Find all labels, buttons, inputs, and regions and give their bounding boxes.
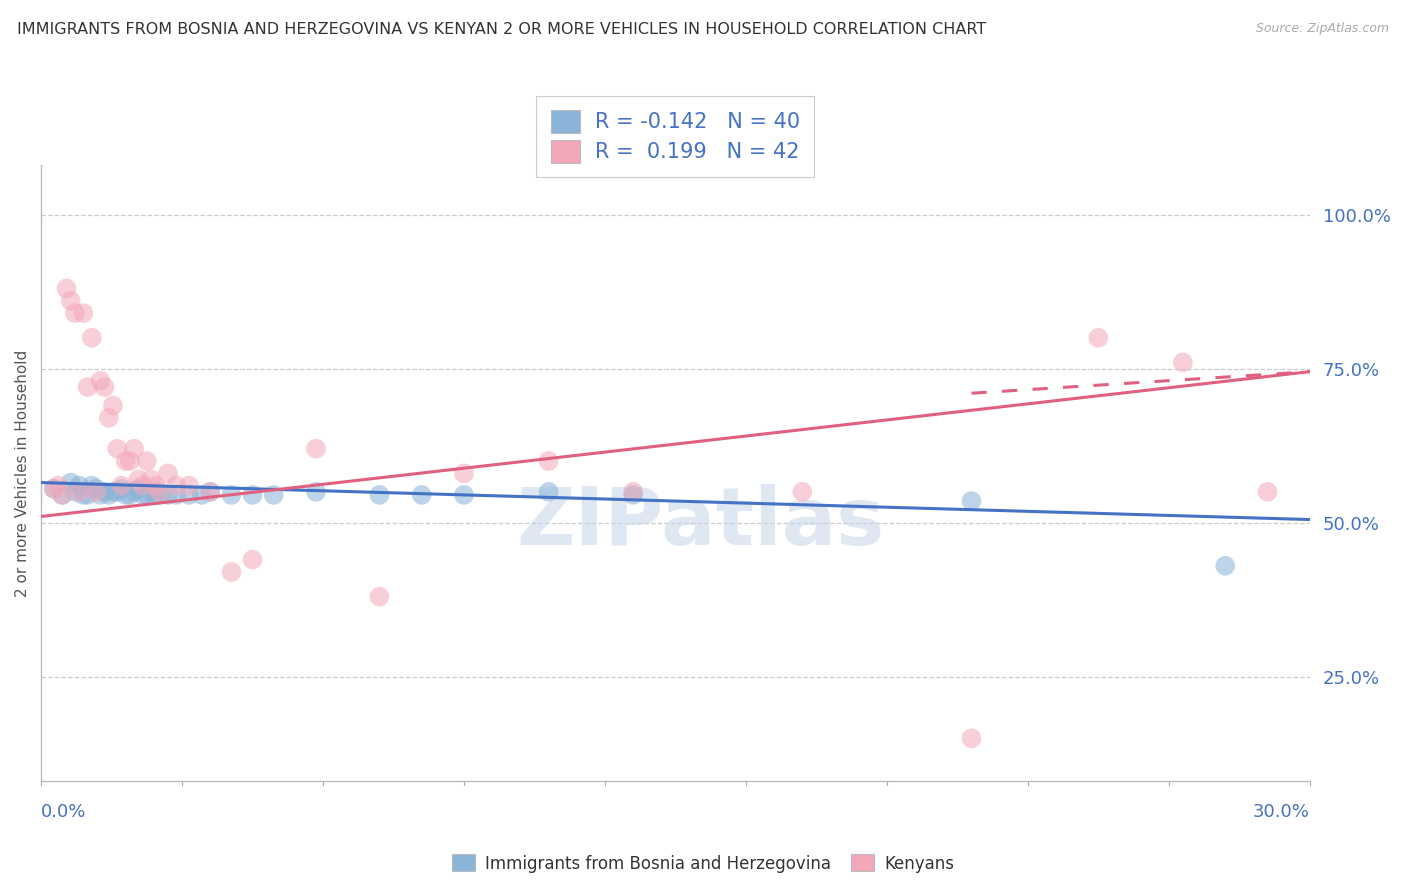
Point [148, 488, 170, 502]
Point [368, 488, 391, 502]
Point [1171, 355, 1194, 369]
Point [80, 478, 103, 492]
Point [368, 590, 391, 604]
Point [131, 488, 153, 502]
Point [59, 475, 82, 490]
Point [148, 484, 170, 499]
Point [221, 565, 243, 579]
Point [242, 488, 264, 502]
Point [114, 488, 136, 502]
Point [97, 410, 120, 425]
Point [411, 488, 433, 502]
Point [63, 484, 86, 499]
Point [72, 306, 94, 320]
Point [453, 488, 475, 502]
Point [101, 484, 124, 499]
Point [76, 380, 98, 394]
Point [93, 380, 115, 394]
Point [72, 488, 94, 502]
Point [221, 488, 243, 502]
Point [114, 454, 136, 468]
Point [105, 442, 128, 456]
Text: 30.0%: 30.0% [1253, 803, 1310, 821]
Point [101, 399, 124, 413]
Point [143, 478, 166, 492]
Point [156, 467, 179, 481]
Point [165, 478, 187, 492]
Point [200, 484, 222, 499]
Y-axis label: 2 or more Vehicles in Household: 2 or more Vehicles in Household [15, 350, 30, 597]
Point [67, 484, 90, 499]
Point [621, 484, 644, 499]
Point [105, 484, 128, 499]
Point [139, 484, 162, 499]
Point [89, 374, 111, 388]
Point [1257, 484, 1279, 499]
Text: Source: ZipAtlas.com: Source: ZipAtlas.com [1256, 22, 1389, 36]
Point [84, 482, 107, 496]
Point [179, 488, 201, 502]
Point [93, 484, 115, 499]
Point [135, 488, 157, 502]
Point [127, 473, 149, 487]
Text: ZIPatlas: ZIPatlas [517, 483, 884, 562]
Point [118, 488, 141, 502]
Point [792, 484, 814, 499]
Point [42, 482, 65, 496]
Point [51, 488, 73, 502]
Point [960, 494, 983, 508]
Point [118, 454, 141, 468]
Point [42, 482, 65, 496]
Point [46, 478, 69, 492]
Point [122, 484, 145, 499]
Text: 0.0%: 0.0% [41, 803, 87, 821]
Point [122, 442, 145, 456]
Point [1087, 331, 1109, 345]
Point [537, 454, 560, 468]
Point [453, 467, 475, 481]
Point [59, 293, 82, 308]
Point [179, 478, 201, 492]
Point [63, 306, 86, 320]
Point [200, 484, 222, 499]
Point [305, 442, 328, 456]
Point [127, 482, 149, 496]
Point [135, 454, 157, 468]
Point [89, 488, 111, 502]
Point [67, 478, 90, 492]
Point [242, 552, 264, 566]
Point [84, 484, 107, 499]
Point [165, 488, 187, 502]
Point [131, 478, 153, 492]
Point [156, 488, 179, 502]
Legend: Immigrants from Bosnia and Herzegovina, Kenyans: Immigrants from Bosnia and Herzegovina, … [446, 847, 960, 880]
Point [97, 488, 120, 502]
Point [55, 281, 77, 295]
Point [621, 488, 644, 502]
Legend: R = -0.142   N = 40, R =  0.199   N = 42: R = -0.142 N = 40, R = 0.199 N = 42 [537, 95, 814, 178]
Point [76, 488, 98, 502]
Point [110, 478, 132, 492]
Point [110, 482, 132, 496]
Point [80, 331, 103, 345]
Point [263, 488, 285, 502]
Point [960, 731, 983, 746]
Text: IMMIGRANTS FROM BOSNIA AND HERZEGOVINA VS KENYAN 2 OR MORE VEHICLES IN HOUSEHOLD: IMMIGRANTS FROM BOSNIA AND HERZEGOVINA V… [17, 22, 986, 37]
Point [191, 488, 214, 502]
Point [537, 484, 560, 499]
Point [1213, 558, 1236, 573]
Point [143, 488, 166, 502]
Point [139, 473, 162, 487]
Point [305, 484, 328, 499]
Point [51, 488, 73, 502]
